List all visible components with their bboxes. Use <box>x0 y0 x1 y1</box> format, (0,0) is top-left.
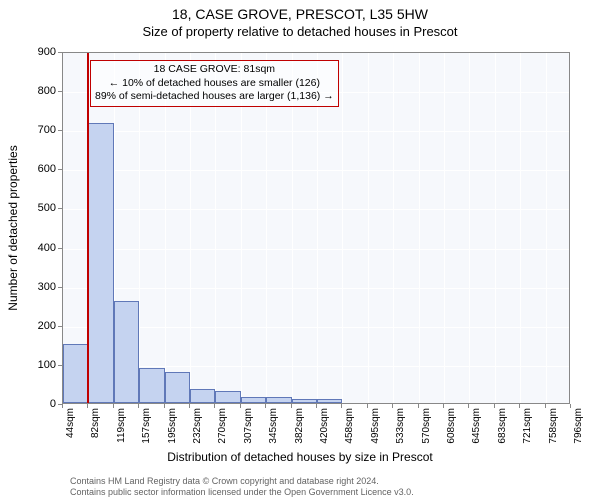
y-tick-label: 700 <box>16 124 56 136</box>
histogram-bar <box>63 344 88 403</box>
x-tick-label: 119sqm <box>116 408 127 443</box>
y-tick-label: 0 <box>16 398 56 410</box>
histogram-bar <box>241 397 266 403</box>
x-tick-label: 44sqm <box>65 408 76 438</box>
histogram-bar <box>88 123 113 403</box>
x-tick-label: 758sqm <box>548 408 559 444</box>
x-tick-label: 195sqm <box>167 408 178 444</box>
chart-container: 18, CASE GROVE, PRESCOT, L35 5HW Size of… <box>0 0 600 500</box>
histogram-bar <box>190 389 215 403</box>
x-tick-label: 82sqm <box>90 408 101 438</box>
annotation-box: 18 CASE GROVE: 81sqm← 10% of detached ho… <box>90 60 339 107</box>
x-tick-label: 608sqm <box>446 408 457 444</box>
x-tick-label: 307sqm <box>243 408 254 444</box>
footer-text: Contains HM Land Registry data © Crown c… <box>70 476 414 498</box>
chart-title: 18, CASE GROVE, PRESCOT, L35 5HW <box>0 0 600 22</box>
y-tick-label: 900 <box>16 46 56 58</box>
footer-line-2: Contains public sector information licen… <box>70 487 414 498</box>
histogram-bar <box>165 372 190 403</box>
footer-line-1: Contains HM Land Registry data © Crown c… <box>70 476 414 487</box>
annotation-line: 89% of semi-detached houses are larger (… <box>95 90 334 104</box>
x-axis-label: Distribution of detached houses by size … <box>0 450 600 464</box>
y-tick-label: 400 <box>16 242 56 254</box>
histogram-bar <box>139 368 164 403</box>
x-tick-label: 157sqm <box>141 408 152 444</box>
x-tick-label: 645sqm <box>471 408 482 444</box>
annotation-line: 18 CASE GROVE: 81sqm <box>95 63 334 77</box>
y-tick-label: 200 <box>16 320 56 332</box>
y-tick-label: 300 <box>16 281 56 293</box>
y-tick-label: 500 <box>16 202 56 214</box>
x-tick-label: 382sqm <box>294 408 305 444</box>
x-tick-label: 420sqm <box>319 408 330 444</box>
y-tick-label: 600 <box>16 163 56 175</box>
histogram-bar <box>114 301 139 403</box>
x-tick-label: 570sqm <box>421 408 432 444</box>
x-tick-label: 232sqm <box>192 408 203 444</box>
histogram-bar <box>215 391 240 403</box>
histogram-bar <box>266 397 291 403</box>
x-tick-label: 533sqm <box>395 408 406 444</box>
chart-subtitle: Size of property relative to detached ho… <box>0 22 600 39</box>
histogram-bar <box>292 399 317 403</box>
histogram-bar <box>317 399 342 403</box>
x-tick-label: 796sqm <box>573 408 584 444</box>
y-tick-label: 100 <box>16 359 56 371</box>
x-tick-label: 345sqm <box>268 408 279 444</box>
y-tick-label: 800 <box>16 85 56 97</box>
x-tick-label: 721sqm <box>522 408 533 444</box>
x-tick-label: 495sqm <box>370 408 381 444</box>
property-marker-line <box>87 53 89 403</box>
x-tick-label: 270sqm <box>217 408 228 444</box>
annotation-line: ← 10% of detached houses are smaller (12… <box>95 77 334 91</box>
x-tick-label: 683sqm <box>497 408 508 444</box>
x-tick-label: 458sqm <box>344 408 355 444</box>
